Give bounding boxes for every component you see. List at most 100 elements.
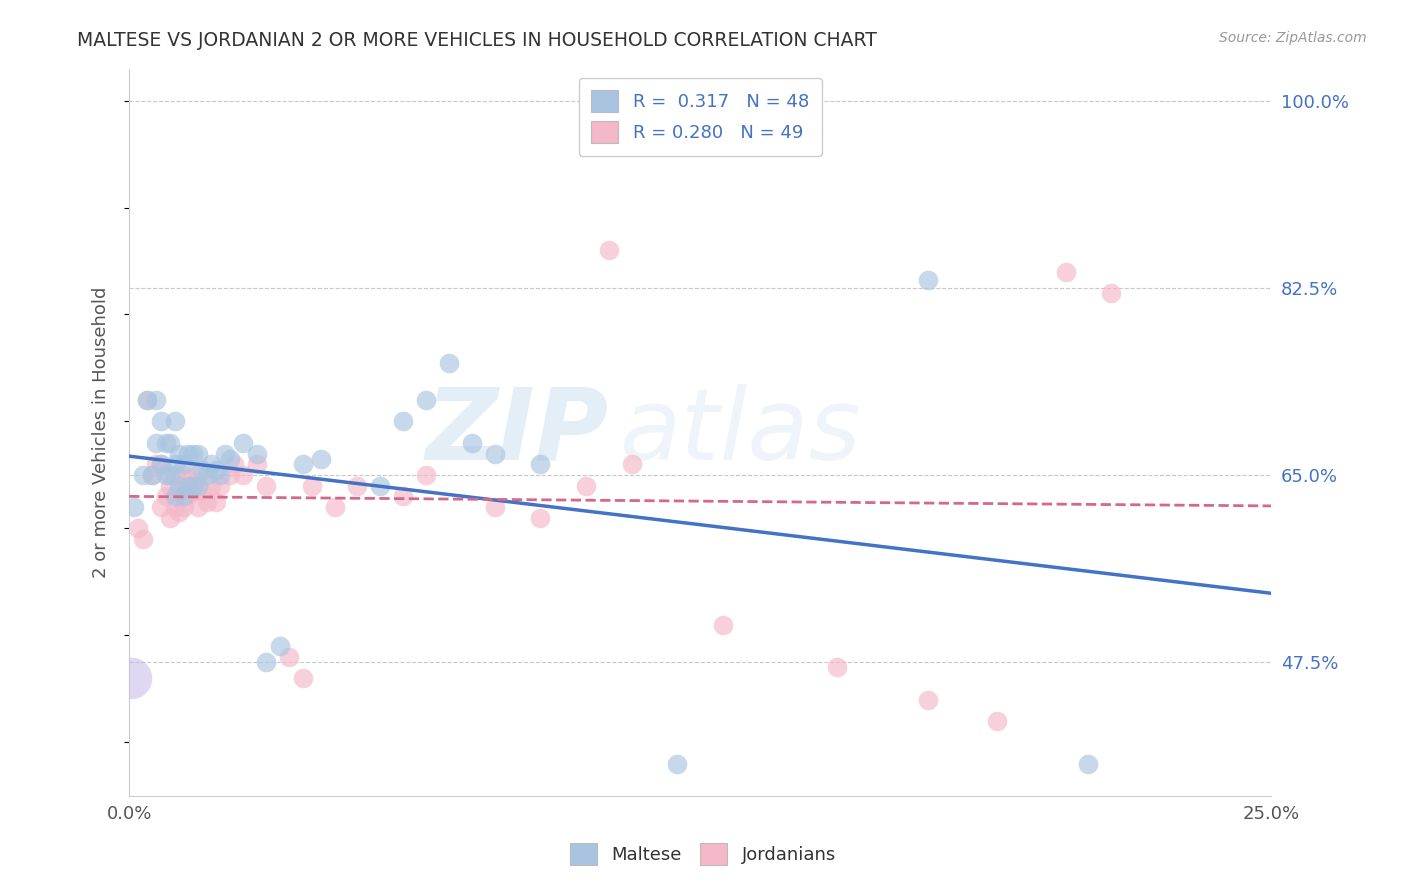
Point: [141, 467, 163, 482]
Point: [392, 489, 415, 503]
Point: [917, 273, 939, 287]
Point: [155, 489, 177, 503]
Point: [145, 392, 167, 407]
Point: [269, 639, 291, 653]
Point: [392, 414, 415, 428]
Point: [169, 478, 191, 492]
Point: [136, 392, 159, 407]
Point: [187, 446, 209, 460]
Point: [155, 467, 177, 482]
Point: [415, 392, 437, 407]
Point: [177, 478, 200, 492]
Point: [150, 414, 173, 428]
Point: [917, 692, 939, 706]
Point: [232, 467, 254, 482]
Point: [484, 500, 506, 514]
Point: [173, 467, 195, 482]
Point: [163, 457, 186, 471]
Point: [246, 457, 269, 471]
Y-axis label: 2 or more Vehicles in Household: 2 or more Vehicles in Household: [93, 286, 110, 578]
Point: [346, 478, 368, 492]
Point: [173, 489, 195, 503]
Point: [460, 435, 482, 450]
Point: [169, 446, 191, 460]
Point: [163, 500, 186, 514]
Point: [301, 478, 323, 492]
Point: [177, 473, 200, 487]
Point: [127, 521, 149, 535]
Point: [309, 451, 332, 466]
Point: [224, 457, 246, 471]
Point: [254, 478, 277, 492]
Point: [1054, 265, 1077, 279]
Point: [620, 457, 643, 471]
Point: [209, 467, 232, 482]
Point: [169, 483, 191, 498]
Point: [173, 457, 195, 471]
Legend: R =  0.317   N = 48, R = 0.280   N = 49: R = 0.317 N = 48, R = 0.280 N = 49: [578, 78, 821, 156]
Point: [529, 457, 551, 471]
Point: [169, 505, 191, 519]
Point: [136, 392, 159, 407]
Point: [209, 478, 232, 492]
Point: [181, 446, 204, 460]
Point: [150, 500, 173, 514]
Point: [150, 457, 173, 471]
Point: [246, 446, 269, 460]
Point: [145, 435, 167, 450]
Point: [205, 494, 228, 508]
Point: [415, 467, 437, 482]
Text: MALTESE VS JORDANIAN 2 OR MORE VEHICLES IN HOUSEHOLD CORRELATION CHART: MALTESE VS JORDANIAN 2 OR MORE VEHICLES …: [77, 31, 877, 50]
Point: [484, 446, 506, 460]
Point: [370, 478, 392, 492]
Point: [187, 478, 209, 492]
Point: [132, 532, 155, 546]
Point: [177, 489, 200, 503]
Point: [159, 478, 181, 492]
Point: [191, 462, 214, 476]
Point: [159, 435, 181, 450]
Point: [150, 457, 173, 471]
Point: [191, 483, 214, 498]
Point: [825, 660, 848, 674]
Point: [173, 500, 195, 514]
Point: [529, 510, 551, 524]
Point: [187, 500, 209, 514]
Point: [159, 467, 181, 482]
Point: [195, 494, 218, 508]
Point: [218, 467, 240, 482]
Point: [437, 356, 460, 370]
Point: [291, 457, 314, 471]
Point: [214, 446, 236, 460]
Point: [218, 451, 240, 466]
Point: [120, 671, 142, 685]
Point: [195, 467, 218, 482]
Point: [205, 462, 228, 476]
Legend: Maltese, Jordanians: Maltese, Jordanians: [562, 836, 844, 872]
Point: [1077, 756, 1099, 771]
Point: [177, 446, 200, 460]
Point: [163, 467, 186, 482]
Point: [711, 617, 734, 632]
Point: [155, 435, 177, 450]
Point: [132, 467, 155, 482]
Point: [200, 457, 222, 471]
Point: [159, 510, 181, 524]
Point: [575, 478, 598, 492]
Point: [278, 649, 301, 664]
Point: [254, 655, 277, 669]
Text: atlas: atlas: [620, 384, 862, 481]
Point: [181, 483, 204, 498]
Text: Source: ZipAtlas.com: Source: ZipAtlas.com: [1219, 31, 1367, 45]
Point: [163, 489, 186, 503]
Point: [291, 671, 314, 685]
Point: [163, 414, 186, 428]
Point: [986, 714, 1008, 728]
Point: [666, 756, 689, 771]
Point: [1099, 286, 1122, 301]
Point: [187, 467, 209, 482]
Point: [141, 467, 163, 482]
Point: [122, 500, 145, 514]
Point: [232, 435, 254, 450]
Text: ZIP: ZIP: [426, 384, 609, 481]
